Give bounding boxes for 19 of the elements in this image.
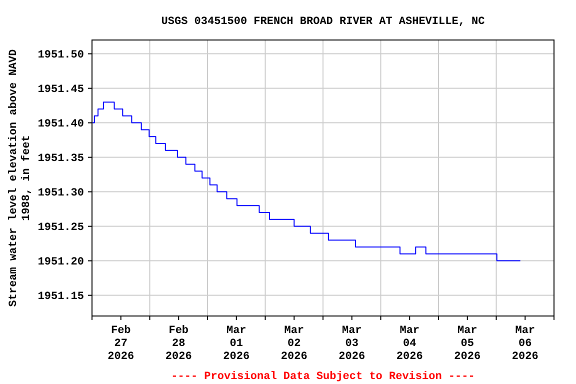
x-tick-label: Mar 02 2026 bbox=[280, 325, 308, 363]
x-tick-label: Mar 06 2026 bbox=[512, 325, 538, 363]
text: ---- Provisional Data Subject to Revision ---- bbox=[171, 371, 475, 383]
y-tick-label: 1951.40 bbox=[38, 118, 84, 131]
x-tick-label: Mar 05 2026 bbox=[454, 325, 481, 363]
y-tick-label: 1951.15 bbox=[38, 291, 84, 304]
y-tick-label: 1951.30 bbox=[38, 188, 84, 200]
y-tick-label: 1951.20 bbox=[38, 256, 84, 269]
x-tick-label: Mar 01 2026 bbox=[223, 325, 250, 363]
y-tick-label: 1951.25 bbox=[38, 222, 84, 234]
y-tick-label: 1951.50 bbox=[38, 50, 84, 62]
x-tick-label: Feb 28 2026 bbox=[165, 325, 192, 363]
y-tick-label: 1951.45 bbox=[38, 84, 84, 96]
chart-title: USGS 03451500 FRENCH BROAD RIVER AT ASHEVILLE, NC bbox=[161, 16, 486, 28]
x-tick-label: Feb 27 2026 bbox=[108, 325, 134, 363]
y-tick-label: 1951.35 bbox=[38, 153, 84, 166]
y-axis-title: Stream water level elevation above NAVD 1988, in feet bbox=[8, 48, 33, 307]
x-tick-label: Mar 03 2026 bbox=[338, 325, 366, 363]
x-tick-label: Mar 04 2026 bbox=[396, 325, 423, 363]
